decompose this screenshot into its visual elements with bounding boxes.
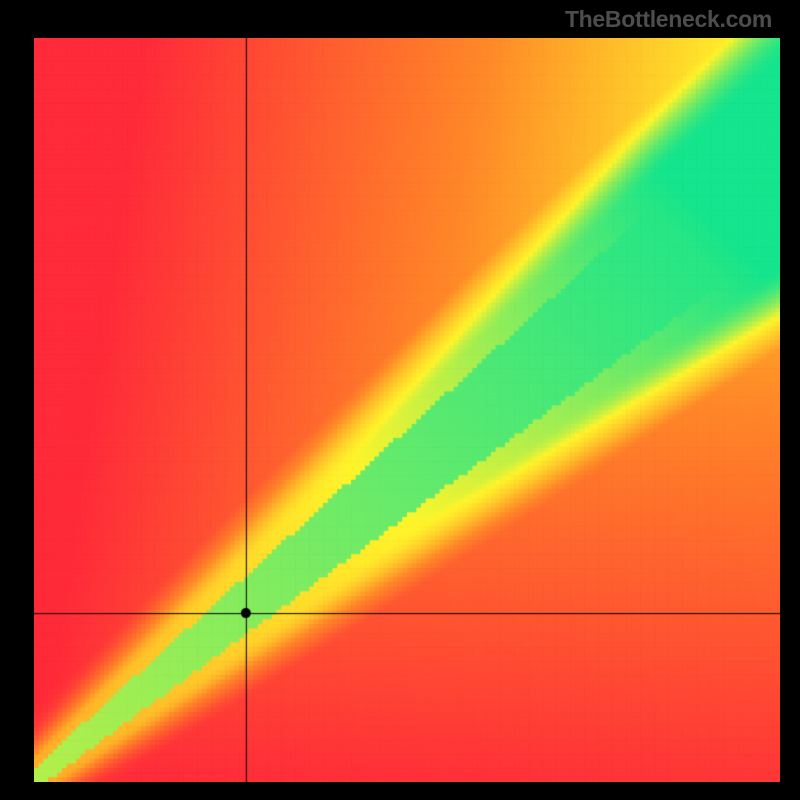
watermark-text: TheBottleneck.com: [565, 6, 772, 33]
root: TheBottleneck.com: [0, 0, 800, 800]
bottleneck-heatmap: [34, 38, 780, 782]
